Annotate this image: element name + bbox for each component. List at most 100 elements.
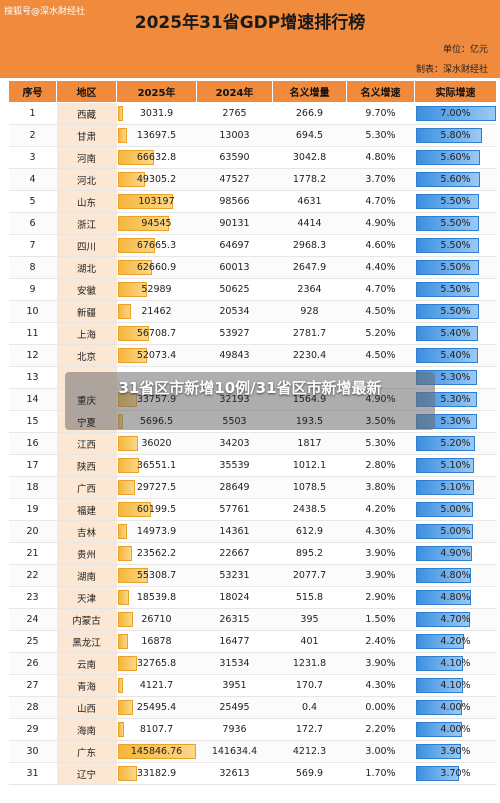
cell-2024: 18024: [196, 586, 273, 609]
cell-increment-text: 694.5: [295, 130, 324, 141]
cell-2024-text: 22667: [219, 548, 250, 559]
cell-nominal-text: 4.70%: [365, 284, 396, 295]
cell-real-text: 7.00%: [440, 108, 471, 119]
gdp-2025-bar: [117, 238, 155, 253]
cell-2025: 52989: [116, 278, 197, 301]
cell-nominal-text: 3.70%: [365, 174, 396, 185]
cell-nominal: 3.70%: [346, 168, 415, 191]
cell-2025: 25495.4: [116, 696, 197, 719]
cell-real: 5.60%: [414, 146, 497, 169]
cell-region: 辽宁: [56, 762, 117, 785]
cell-2025-text: 94545: [141, 218, 172, 229]
table-row: 8 湖北 62660.9 60013 2647.9 4.40% 5.50%: [8, 256, 497, 279]
real-growth-bar: [415, 128, 483, 143]
cell-region-text: 陕西: [76, 461, 96, 473]
cell-2025: 29727.5: [116, 476, 197, 499]
gdp-2025-bar: [117, 304, 131, 319]
cell-2025-text: 60199.5: [136, 504, 177, 515]
cell-nominal-text: 3.90%: [365, 658, 396, 669]
cell-no-text: 25: [26, 636, 39, 647]
gdp-2025-bar: [117, 700, 133, 715]
cell-no: 17: [8, 454, 57, 477]
cell-real-text: 5.10%: [440, 482, 471, 493]
cell-region: 山西: [56, 696, 117, 719]
cell-increment-text: 1231.8: [292, 658, 327, 669]
cell-real-text: 5.40%: [440, 328, 471, 339]
cell-nominal: 5.30%: [346, 432, 415, 455]
gdp-2025-bar: [117, 744, 196, 759]
cell-region: 云南: [56, 652, 117, 675]
cell-2025: 26710: [116, 608, 197, 631]
cell-no: 6: [8, 212, 57, 235]
cell-no-text: 10: [26, 306, 39, 317]
cell-2025-text: 66632.8: [136, 152, 177, 163]
cell-2025: 3031.9: [116, 102, 197, 125]
cell-2024-text: 34203: [219, 438, 250, 449]
cell-real-text: 5.60%: [440, 152, 471, 163]
real-growth-bar: [415, 744, 461, 759]
cell-region-text: 河北: [76, 175, 96, 187]
cell-2025-text: 23562.2: [136, 548, 177, 559]
cell-increment: 4414: [272, 212, 347, 235]
gdp-2025-bar: [117, 612, 134, 627]
cell-region: 青海: [56, 674, 117, 697]
cell-region: 湖南: [56, 564, 117, 587]
table-row: 21 贵州 23562.2 22667 895.2 3.90% 4.90%: [8, 542, 497, 565]
cell-region: 广东: [56, 740, 117, 763]
cell-no-text: 11: [26, 328, 39, 339]
real-growth-bar: [415, 194, 479, 209]
overlay-text: 31省区市新增10例/31省区市新增最新: [118, 379, 382, 397]
cell-2024: 31534: [196, 652, 273, 675]
cell-2024-text: 32613: [219, 768, 250, 779]
cell-real: 5.50%: [414, 212, 497, 235]
gdp-2025-bar: [117, 722, 124, 737]
page-title: 2025年31省GDP增速排行榜: [134, 13, 366, 33]
cell-nominal: 4.50%: [346, 300, 415, 323]
cell-region: 广西: [56, 476, 117, 499]
col-header-nominal: 名义增速: [346, 80, 415, 103]
cell-no-text: 8: [29, 262, 36, 273]
cell-region: 四川: [56, 234, 117, 257]
real-growth-bar: [415, 282, 479, 297]
watermark-top: 搜狐号@深水财经社: [4, 7, 86, 17]
cell-2025-text: 103197: [138, 196, 175, 207]
cell-nominal: 4.50%: [346, 344, 415, 367]
real-growth-bar: [415, 436, 476, 451]
cell-no: 14: [8, 388, 57, 411]
cell-2024-text: 60013: [219, 262, 250, 273]
cell-region: 安徽: [56, 278, 117, 301]
cell-real-text: 5.50%: [440, 284, 471, 295]
real-growth-bar: [415, 458, 475, 473]
cell-real-text: 5.30%: [440, 416, 471, 427]
cell-nominal-text: 1.70%: [365, 768, 396, 779]
real-growth-bar: [415, 722, 463, 737]
cell-increment-text: 895.2: [295, 548, 324, 559]
cell-real: 7.00%: [414, 102, 497, 125]
cell-increment: 895.2: [272, 542, 347, 565]
cell-nominal: 4.30%: [346, 520, 415, 543]
cell-2025: 4121.7: [116, 674, 197, 697]
cell-no: 12: [8, 344, 57, 367]
gdp-2025-bar: [117, 656, 137, 671]
cell-real-text: 4.20%: [440, 636, 471, 647]
cell-no-text: 13: [26, 372, 39, 383]
table-row: 4 河北 49305.2 47527 1778.2 3.70% 5.60%: [8, 168, 497, 191]
cell-2025-text: 52073.4: [136, 350, 177, 361]
cell-2024-text: 49843: [219, 350, 250, 361]
cell-real: 4.10%: [414, 652, 497, 675]
cell-nominal-text: 2.80%: [365, 460, 396, 471]
real-growth-bar: [415, 502, 474, 517]
cell-real-text: 5.30%: [440, 372, 471, 383]
cell-no: 10: [8, 300, 57, 323]
cell-increment-text: 2364: [297, 284, 322, 295]
table-row: 26 云南 32765.8 31534 1231.8 3.90% 4.10%: [8, 652, 497, 675]
cell-2025-text: 3031.9: [139, 108, 174, 119]
cell-increment: 401: [272, 630, 347, 653]
cell-2025: 13697.5: [116, 124, 197, 147]
cell-nominal: 4.40%: [346, 256, 415, 279]
cell-nominal-text: 4.30%: [365, 526, 396, 537]
cell-region: 甘肃: [56, 124, 117, 147]
cell-increment-text: 928: [300, 306, 319, 317]
cell-2024-text: 25495: [219, 702, 250, 713]
cell-real-text: 3.90%: [440, 746, 471, 757]
